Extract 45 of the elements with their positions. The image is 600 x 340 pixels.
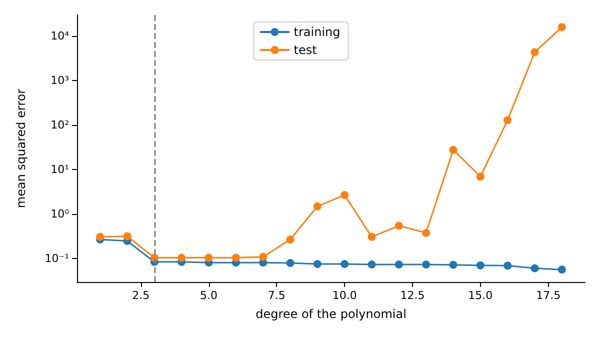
y-tick-label: 10¹ — [50, 163, 69, 176]
y-tick-label: 10⁻¹ — [44, 252, 69, 266]
legend-label: training — [294, 25, 340, 39]
point — [313, 202, 322, 210]
point — [449, 146, 458, 154]
y-tick-label: 10⁰ — [50, 208, 70, 221]
y-axis-title: mean squared error — [14, 88, 28, 208]
point — [394, 260, 403, 269]
point — [123, 232, 132, 240]
point — [259, 252, 268, 261]
x-tick-label: 5.0 — [200, 289, 218, 302]
point — [232, 254, 240, 262]
point — [558, 266, 566, 274]
point — [476, 172, 484, 181]
x-tick-label: 2.5 — [132, 289, 150, 302]
x-tick-label: 15.0 — [468, 289, 493, 302]
point — [422, 228, 430, 237]
point — [340, 260, 349, 268]
point — [449, 260, 458, 269]
point — [96, 232, 104, 241]
point — [504, 116, 512, 124]
y-tick-label: 10² — [50, 118, 69, 132]
x-tick-label: 7.5 — [268, 289, 286, 302]
point — [530, 48, 539, 56]
point — [286, 259, 294, 268]
point — [204, 254, 213, 262]
x-tick-label: 17.5 — [536, 289, 561, 302]
point — [340, 191, 349, 200]
point — [286, 236, 294, 244]
point — [368, 232, 376, 241]
point — [504, 262, 512, 270]
x-tick-label: 10.0 — [332, 289, 357, 302]
point — [476, 261, 484, 270]
point — [422, 260, 430, 269]
point — [394, 222, 403, 230]
y-tick-label: 10⁴ — [50, 30, 70, 43]
point — [368, 260, 376, 269]
legend-label: test — [294, 43, 318, 57]
y-tick-label: 10³ — [50, 74, 69, 88]
point — [530, 264, 539, 272]
point — [558, 23, 566, 32]
x-axis-title: degree of the polynomial — [256, 307, 406, 321]
point — [313, 260, 322, 268]
point — [178, 254, 186, 262]
x-tick-label: 12.5 — [400, 289, 425, 302]
